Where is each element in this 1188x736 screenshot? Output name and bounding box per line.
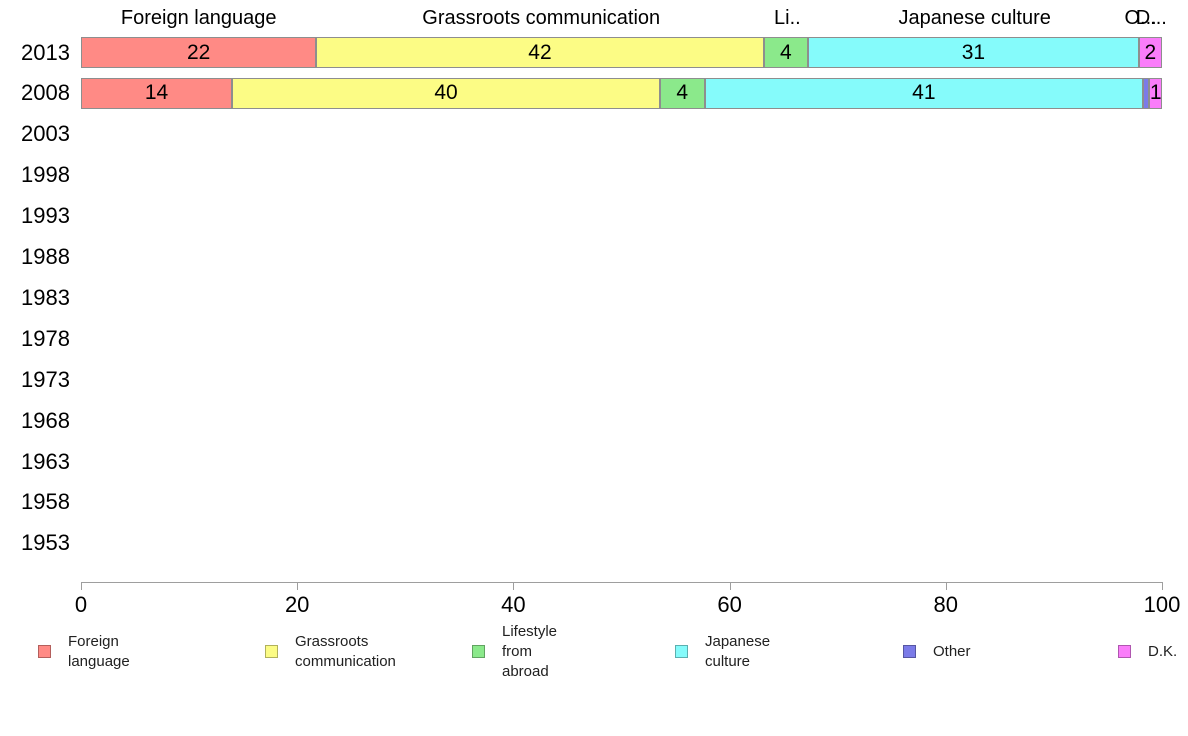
bar-row: 22 42 4 31 2 xyxy=(81,37,1162,68)
year-label: 2008 xyxy=(21,80,70,106)
year-label: 1953 xyxy=(21,530,70,556)
category-label: Grassroots communication xyxy=(422,7,661,29)
legend-label: Lifestyle from abroad xyxy=(502,623,558,680)
legend-swatch xyxy=(472,645,485,658)
year-label: 1973 xyxy=(21,366,70,392)
legend-label: Other xyxy=(933,643,971,660)
x-axis-line xyxy=(81,582,1162,583)
x-axis-tick xyxy=(729,582,731,590)
x-axis-tick-label: 60 xyxy=(717,592,742,617)
legend-label: Japanese culture xyxy=(705,633,771,670)
category-label: O... xyxy=(1124,7,1157,29)
category-label: D... xyxy=(1135,7,1167,29)
bar-value-label: 22 xyxy=(186,40,211,64)
bar-segment-grassroots-communication[interactable]: 40 xyxy=(232,77,660,109)
legend-label: Grassroots communication xyxy=(295,633,396,670)
year-label: 1963 xyxy=(21,448,70,474)
category-label: Foreign language xyxy=(120,7,277,29)
year-label: 1983 xyxy=(21,284,70,310)
year-label: 1958 xyxy=(21,489,70,515)
x-axis-tick xyxy=(513,582,515,590)
bar-value-label: 42 xyxy=(528,40,552,64)
year-label: 1978 xyxy=(21,325,70,351)
bar-value-label: 40 xyxy=(434,81,458,105)
bar-value-label: 4 xyxy=(780,40,792,64)
x-axis-tick-label: 20 xyxy=(284,592,310,617)
bar-value-label: 14 xyxy=(144,81,169,105)
legend-swatch xyxy=(1118,645,1131,658)
legend-swatch xyxy=(38,645,51,658)
bar-segment-japanese-culture[interactable]: 41 xyxy=(704,77,1144,109)
legend-swatch xyxy=(265,645,278,658)
year-label: 1968 xyxy=(21,407,70,433)
year-label: 1993 xyxy=(21,203,70,229)
bar-segment-foreign-language[interactable]: 14 xyxy=(81,77,233,109)
year-label: 1998 xyxy=(21,162,70,188)
x-axis-tick xyxy=(945,582,947,590)
bar-segment-d-k-[interactable]: 2 xyxy=(1138,37,1162,68)
bar-segment-lifestyle-from-abroad[interactable]: 4 xyxy=(763,37,809,68)
x-axis-tick xyxy=(297,582,299,590)
legend-label: D.K. xyxy=(1148,643,1178,660)
legend-swatch xyxy=(675,645,688,658)
bar-segment-d-k-[interactable]: 1 xyxy=(1149,77,1162,109)
x-axis-tick-label: 40 xyxy=(501,592,526,617)
x-axis-tick-label: 80 xyxy=(933,592,959,617)
x-axis-tick-label: 100 xyxy=(1143,592,1181,617)
year-label: 1988 xyxy=(21,244,70,269)
bar-segment-foreign-language[interactable]: 22 xyxy=(81,37,317,68)
bar-value-label: 4 xyxy=(676,81,689,105)
bar-segment-japanese-culture[interactable]: 31 xyxy=(808,37,1139,68)
x-axis-tick xyxy=(1162,582,1163,590)
legend-swatch xyxy=(903,645,916,658)
bar-row: 14 40 4 41 1 xyxy=(81,77,1162,109)
year-label: 2013 xyxy=(21,39,70,65)
legend-label: Foreign language xyxy=(68,633,130,670)
x-axis-tick xyxy=(81,582,82,590)
bar-segment-grassroots-communication[interactable]: 42 xyxy=(316,37,764,68)
bar-value-label: 2 xyxy=(1144,40,1157,64)
bar-segment-other[interactable] xyxy=(1143,77,1150,109)
category-label: Li.. xyxy=(774,7,801,29)
year-label: 2003 xyxy=(21,121,70,147)
bar-value-label: 41 xyxy=(912,81,936,105)
bar-value-label: 1 xyxy=(1149,81,1162,105)
bar-value-label: 31 xyxy=(961,40,986,64)
x-axis-tick-label: 0 xyxy=(74,592,88,617)
bar-segment-lifestyle-from-abroad[interactable]: 4 xyxy=(659,77,705,109)
category-label: Japanese culture xyxy=(898,7,1051,29)
